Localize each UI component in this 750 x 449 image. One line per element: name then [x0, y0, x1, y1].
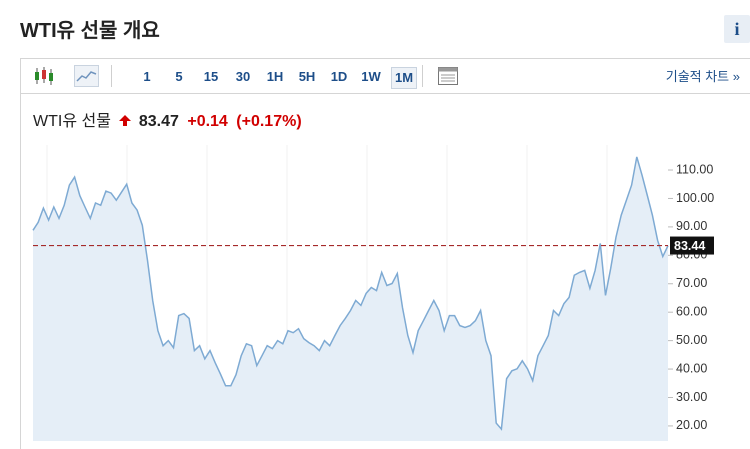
candlestick-icon[interactable] — [33, 66, 55, 86]
area — [33, 156, 668, 441]
toolbar: 1 5 15 30 1H 5H 1D 1W 1M 기술적 차트 » — [21, 59, 750, 94]
y-tick-label: 90.00 — [676, 219, 707, 233]
separator — [422, 65, 423, 87]
interval-button[interactable]: 5 — [175, 69, 183, 84]
y-tick-label: 100.00 — [676, 191, 714, 205]
interval-button[interactable]: 1H — [266, 69, 284, 84]
interval-button[interactable]: 1 — [143, 69, 151, 84]
y-tick-label: 50.00 — [676, 333, 707, 347]
y-tick-label: 20.00 — [676, 418, 707, 432]
y-tick-label: 110.00 — [676, 162, 713, 176]
interval-button[interactable]: 30 — [235, 69, 251, 84]
interval-button[interactable]: 1D — [330, 69, 348, 84]
info-button[interactable]: i — [724, 15, 750, 43]
change-percent: (+0.17%) — [236, 113, 302, 130]
price-line — [32, 156, 669, 431]
page-title: WTI유 선물 개요 — [20, 20, 160, 42]
separator — [111, 65, 112, 87]
up-arrow — [119, 115, 132, 126]
area-chart-icon[interactable] — [74, 65, 99, 87]
y-tick-label: 70.00 — [676, 276, 707, 290]
reference-label-box — [670, 236, 714, 255]
interval-button[interactable]: 15 — [203, 69, 219, 84]
interval-button[interactable]: 1W — [361, 69, 381, 84]
table-icon[interactable] — [437, 65, 459, 87]
instrument-name: WTI유 선물 — [33, 113, 111, 130]
reference-label: 83.44 — [674, 239, 705, 253]
y-tick-label: 30.00 — [676, 390, 707, 404]
widget-frame — [20, 58, 750, 449]
y-tick-label: 60.00 — [676, 304, 707, 318]
price: 83.47 — [138, 113, 179, 130]
change: +0.14 — [187, 113, 228, 130]
quote-line: WTI유 선물 83.47 +0.14 (+0.17%) — [33, 107, 306, 131]
interval-button[interactable]: 5H — [298, 69, 316, 84]
interval-button[interactable]: 1M — [391, 67, 417, 89]
technical-chart-link[interactable]: 기술적 차트 » — [665, 69, 740, 84]
y-tick-label: 40.00 — [676, 361, 707, 375]
